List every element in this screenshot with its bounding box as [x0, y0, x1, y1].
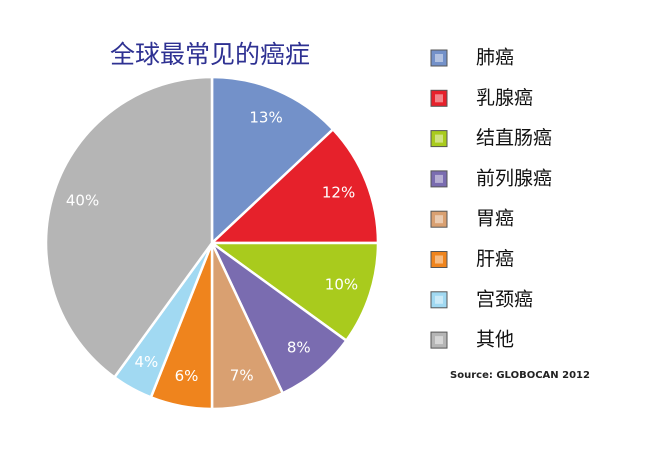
legend-swatch: [430, 291, 448, 309]
legend-label: 结直肠癌: [476, 127, 552, 149]
legend-label: 其他: [476, 329, 514, 351]
legend-swatch: [430, 251, 448, 268]
legend-swatch-highlight: [435, 134, 443, 143]
legend-label: 乳腺癌: [476, 87, 533, 109]
legend-swatch-highlight: [435, 174, 443, 183]
legend-swatch-highlight: [435, 295, 443, 304]
source-note: Source: GLOBOCAN 2012: [450, 370, 590, 381]
legend-swatch: [430, 89, 448, 107]
legend-swatch-highlight: [435, 336, 443, 345]
data-label: 8%: [287, 338, 311, 356]
chart-title: 全球最常见的癌症: [110, 40, 310, 69]
legend-swatch: [430, 130, 448, 148]
legend-label: 前列腺癌: [476, 167, 552, 189]
data-label: 10%: [325, 276, 358, 294]
pie-slice: [210, 75, 335, 246]
legend-swatch: [430, 49, 448, 67]
pie-slice: [44, 75, 214, 380]
legend-swatch: [430, 170, 448, 188]
data-label: 13%: [249, 109, 282, 127]
legend-label: 肝癌: [476, 248, 514, 270]
pie-slice: [208, 127, 380, 245]
legend-swatch: [430, 331, 448, 349]
pie-slice: [208, 241, 380, 343]
legend-swatch: [430, 210, 448, 228]
legend-label: 肺癌: [476, 47, 514, 69]
data-label: 4%: [135, 353, 159, 371]
data-label: 12%: [322, 183, 355, 201]
legend-swatch-highlight: [435, 94, 443, 103]
legend-swatch-highlight: [435, 255, 443, 264]
data-label: 7%: [230, 366, 254, 384]
legend-swatch-highlight: [435, 54, 443, 62]
legend-label: 胃癌: [476, 208, 514, 230]
legend-swatch-highlight: [435, 215, 443, 224]
data-label: 40%: [66, 191, 99, 209]
legend-label: 宫颈癌: [476, 288, 533, 310]
data-label: 6%: [175, 367, 199, 385]
